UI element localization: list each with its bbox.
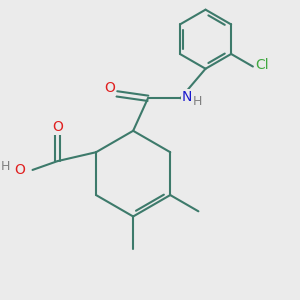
Text: O: O bbox=[52, 120, 63, 134]
Text: Cl: Cl bbox=[255, 58, 268, 72]
Text: O: O bbox=[104, 81, 115, 95]
Text: O: O bbox=[14, 163, 25, 177]
Text: N: N bbox=[182, 90, 192, 104]
Text: H: H bbox=[193, 95, 202, 108]
Text: H: H bbox=[1, 160, 10, 173]
